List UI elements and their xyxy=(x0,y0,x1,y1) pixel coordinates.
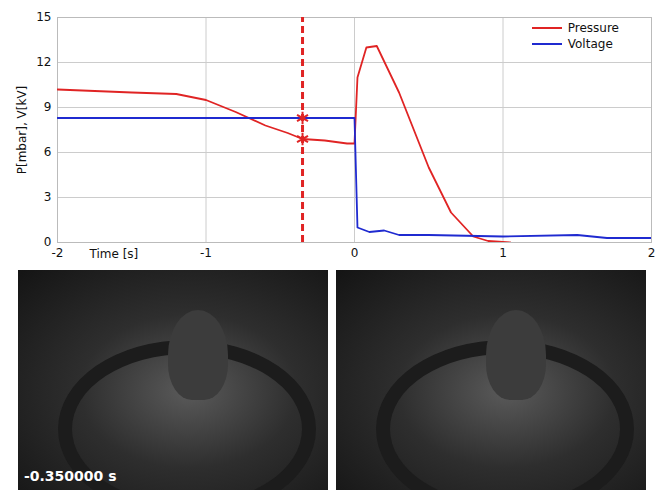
svg-text:Time [s]: Time [s] xyxy=(89,247,139,261)
svg-text:-2: -2 xyxy=(52,246,64,260)
svg-text:15: 15 xyxy=(36,10,51,24)
svg-text:0: 0 xyxy=(351,246,359,260)
svg-text:9: 9 xyxy=(44,100,52,114)
svg-text:6: 6 xyxy=(44,145,52,159)
svg-text:3: 3 xyxy=(44,190,52,204)
html-text:-0.350000 s: -0.350000 s xyxy=(24,468,117,484)
svg-text:-1: -1 xyxy=(200,246,212,260)
svg-text:0: 0 xyxy=(44,235,52,249)
svg-text:12: 12 xyxy=(36,55,51,69)
html-text:Voltage: Voltage xyxy=(567,37,613,51)
html-text:Pressure: Pressure xyxy=(567,21,619,35)
svg-text:2: 2 xyxy=(648,246,656,260)
svg-text:P[mbar], V[kV]: P[mbar], V[kV] xyxy=(15,86,29,175)
svg-text:1: 1 xyxy=(499,246,507,260)
